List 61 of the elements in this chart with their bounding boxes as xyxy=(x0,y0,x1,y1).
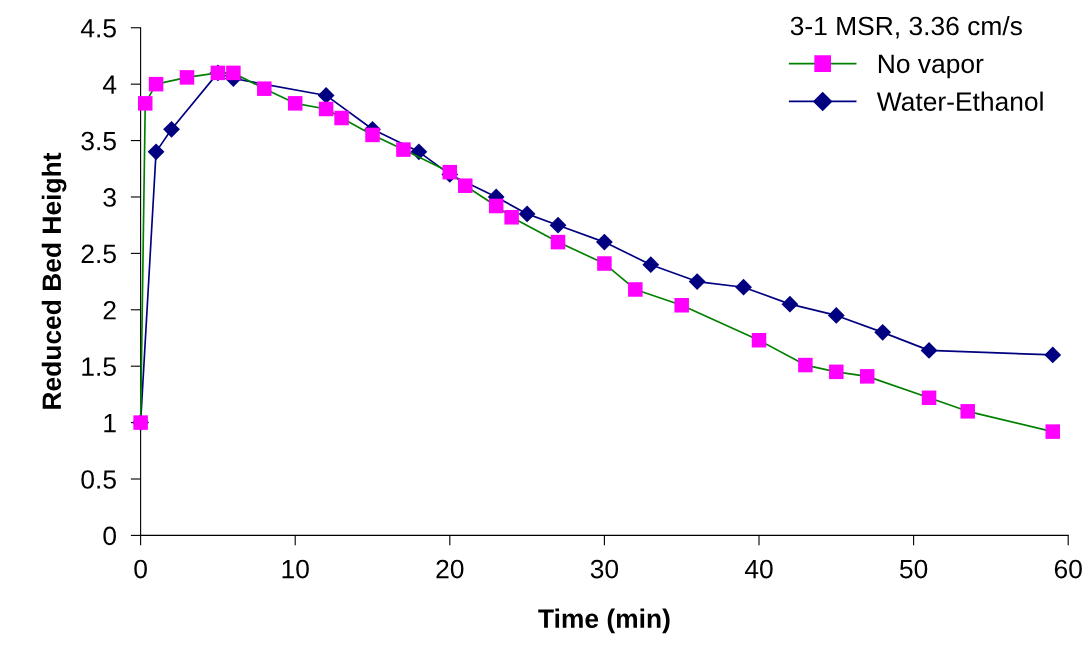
point xyxy=(504,210,519,225)
point xyxy=(674,298,689,313)
y-tick-label: 3 xyxy=(103,188,116,207)
y-tick-label: 4.5 xyxy=(80,19,116,38)
y-tick-label: 3.5 xyxy=(81,131,116,151)
point xyxy=(226,65,241,81)
x-tick-label: 40 xyxy=(744,559,773,579)
point xyxy=(410,143,428,161)
legend-label: No vapor xyxy=(878,54,984,79)
point xyxy=(365,127,380,143)
y-tick-label: 0.5 xyxy=(81,470,116,489)
point xyxy=(642,256,660,274)
point xyxy=(781,295,799,313)
x-tick-label: 60 xyxy=(1054,559,1082,579)
point xyxy=(628,282,643,297)
point xyxy=(596,233,613,251)
point xyxy=(148,76,164,92)
point xyxy=(396,142,411,157)
point xyxy=(921,390,937,406)
point xyxy=(488,198,504,214)
x-tick-label: 20 xyxy=(436,559,464,579)
point xyxy=(287,96,303,111)
x-tick-label: 10 xyxy=(282,559,309,579)
point xyxy=(334,110,349,126)
y-tick-label: 2.5 xyxy=(81,244,116,264)
x-tick-label: 30 xyxy=(590,559,619,579)
point xyxy=(550,234,566,250)
point xyxy=(874,323,892,341)
point xyxy=(458,178,473,193)
point xyxy=(597,256,612,271)
point xyxy=(518,205,536,223)
point xyxy=(549,216,567,234)
point xyxy=(859,369,875,384)
x-axis-title: Time (min) xyxy=(538,608,670,634)
point xyxy=(147,143,165,161)
point xyxy=(1044,346,1062,364)
point xyxy=(827,307,845,324)
y-tick-label: 4 xyxy=(102,75,117,94)
legend-title: 3-1 MSR, 3.36 cm/s xyxy=(790,15,1022,39)
x-tick-label: 50 xyxy=(899,559,928,579)
legend-label: Water-Ethanol xyxy=(876,91,1043,111)
point xyxy=(179,70,195,85)
point xyxy=(688,273,706,290)
y-tick-label: 1.5 xyxy=(82,357,116,377)
point xyxy=(751,332,767,348)
x-tick-label: 0 xyxy=(134,559,147,579)
y-axis-title: Reduced Bed Height xyxy=(41,152,67,409)
point xyxy=(960,404,975,419)
point xyxy=(1045,424,1060,439)
point xyxy=(735,278,752,296)
point xyxy=(798,357,813,373)
point xyxy=(257,81,272,96)
point xyxy=(137,96,153,111)
point xyxy=(318,101,334,117)
y-tick-label: 1 xyxy=(104,414,116,433)
point xyxy=(829,364,844,380)
y-tick-label: 2 xyxy=(103,300,116,320)
y-tick-label: 0 xyxy=(103,526,116,546)
point xyxy=(163,120,180,138)
point xyxy=(920,342,938,359)
point xyxy=(317,87,335,104)
